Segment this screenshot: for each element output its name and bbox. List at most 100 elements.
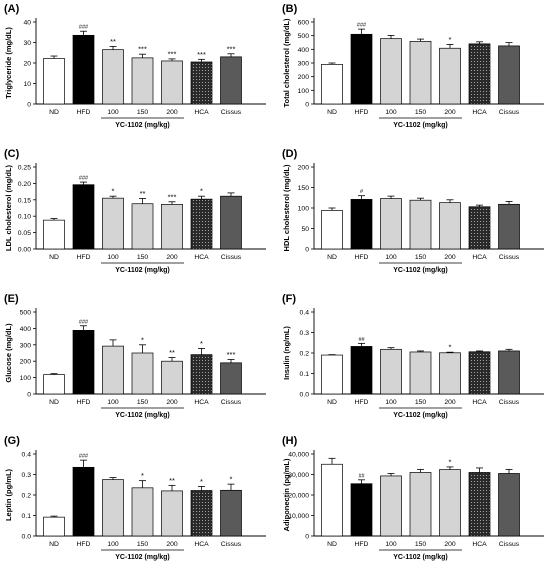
bar bbox=[468, 351, 491, 395]
significance-label: ** bbox=[169, 348, 175, 357]
x-tick-label: 100 bbox=[107, 109, 119, 116]
x-tick-label: HCA bbox=[472, 541, 487, 548]
bar bbox=[102, 49, 124, 105]
x-tick-label: 150 bbox=[137, 399, 149, 406]
significance-label: *** bbox=[197, 50, 206, 59]
significance-label: * bbox=[141, 335, 144, 344]
x-tick-label: Cissus bbox=[499, 254, 520, 261]
significance-label: *** bbox=[168, 49, 177, 58]
y-tick-label: 500 bbox=[298, 33, 310, 40]
significance-label: ### bbox=[79, 454, 89, 460]
y-tick-label: 0.4 bbox=[300, 310, 310, 317]
x-tick-label: 200 bbox=[444, 109, 456, 116]
x-tick-label: 200 bbox=[166, 109, 178, 116]
x-tick-label: 100 bbox=[107, 541, 119, 548]
group-label: YC-1102 (mg/kg) bbox=[115, 554, 169, 561]
y-axis-label: Glucose (mg/dL) bbox=[4, 323, 13, 383]
significance-label: * bbox=[112, 187, 115, 196]
y-axis-label: Insulin (ng/mL) bbox=[282, 326, 291, 380]
significance-label: * bbox=[200, 187, 203, 196]
y-tick-label: 10 bbox=[23, 81, 31, 88]
x-tick-label: HCA bbox=[194, 254, 209, 261]
y-tick-label: 0.4 bbox=[22, 452, 32, 459]
chart-panel: (E) Glucose (mg/dL) 0 100 200 300 400 500 ND ### H… bbox=[4, 293, 266, 419]
y-tick-label: 0.2 bbox=[22, 493, 32, 500]
x-tick-label: HFD bbox=[355, 109, 369, 116]
bar bbox=[72, 184, 95, 250]
bar bbox=[220, 362, 242, 395]
y-axis-label: LDL cholesterol (mg/dL) bbox=[4, 164, 13, 251]
x-tick-label: ND bbox=[327, 541, 337, 548]
chart-panel: (C) LDL cholesterol (mg/dL) 0.00 0.05 0.10 0.… bbox=[4, 148, 266, 274]
bar bbox=[190, 198, 213, 250]
chart-panel: (D) HDL cholesterol (mg/dL) 0 50 100 150 200 ND… bbox=[282, 148, 544, 274]
group-label: YC-1102 (mg/kg) bbox=[115, 412, 169, 419]
bar bbox=[380, 38, 402, 105]
significance-label: ** bbox=[110, 37, 116, 46]
significance-label: *** bbox=[138, 45, 147, 54]
bar bbox=[72, 34, 95, 105]
bar bbox=[72, 330, 95, 395]
significance-label: ## bbox=[358, 473, 365, 479]
bar bbox=[439, 352, 461, 395]
bar bbox=[161, 60, 183, 105]
y-tick-label: 30 bbox=[23, 40, 31, 47]
y-tick-label: 0 bbox=[305, 534, 309, 541]
bar bbox=[498, 473, 520, 537]
bar bbox=[220, 489, 242, 537]
significance-label: ### bbox=[79, 319, 89, 325]
group-label: YC-1102 (mg/kg) bbox=[393, 122, 447, 129]
group-label: YC-1102 (mg/kg) bbox=[115, 122, 169, 129]
significance-label: *** bbox=[227, 44, 236, 53]
bar bbox=[350, 483, 373, 537]
group-label: YC-1102 (mg/kg) bbox=[115, 267, 169, 274]
bar bbox=[321, 64, 343, 105]
x-tick-label: HFD bbox=[77, 541, 91, 548]
y-tick-label: 0.25 bbox=[18, 165, 31, 172]
bar bbox=[220, 56, 242, 105]
x-tick-label: 150 bbox=[137, 254, 149, 261]
x-tick-label: HFD bbox=[355, 541, 369, 548]
y-tick-label: 0 bbox=[305, 102, 309, 109]
y-tick-label: 0.00 bbox=[18, 247, 31, 254]
y-tick-label: 100 bbox=[298, 88, 310, 95]
x-tick-label: HCA bbox=[472, 109, 487, 116]
bar bbox=[161, 360, 183, 395]
bar bbox=[102, 197, 124, 250]
significance-label: *** bbox=[168, 192, 177, 201]
x-tick-label: ND bbox=[327, 109, 337, 116]
y-axis-label: Triglyceride (mg/dL) bbox=[4, 27, 13, 99]
bar bbox=[380, 198, 402, 250]
significance-label: ### bbox=[79, 176, 89, 182]
y-tick-label: 0 bbox=[27, 392, 31, 399]
bar bbox=[409, 199, 432, 250]
bar bbox=[498, 45, 520, 105]
x-tick-label: Cissus bbox=[499, 541, 520, 548]
significance-label: * bbox=[200, 477, 203, 486]
x-tick-label: Cissus bbox=[221, 254, 242, 261]
x-tick-label: HFD bbox=[355, 254, 369, 261]
y-tick-label: 150 bbox=[298, 185, 310, 192]
x-tick-label: HFD bbox=[77, 254, 91, 261]
bar bbox=[131, 203, 154, 250]
bar bbox=[439, 469, 461, 537]
group-label: YC-1102 (mg/kg) bbox=[393, 267, 447, 274]
y-tick-label: 0.10 bbox=[18, 214, 31, 221]
y-tick-label: 0 bbox=[305, 247, 309, 254]
y-tick-label: 0 bbox=[27, 102, 31, 109]
y-tick-label: 0.15 bbox=[18, 197, 31, 204]
panel-label: (C) bbox=[4, 148, 20, 160]
y-tick-label: 20 bbox=[23, 61, 31, 68]
x-tick-label: HFD bbox=[77, 109, 91, 116]
bar bbox=[190, 490, 213, 537]
significance-label: *** bbox=[227, 350, 236, 359]
bar bbox=[161, 204, 183, 250]
bar bbox=[321, 354, 343, 395]
y-tick-label: 600 bbox=[298, 20, 310, 27]
chart-panel: (H) Adiponectin (pg/mL) 0 10,000 20,000 30,00… bbox=[282, 435, 544, 561]
x-tick-label: ND bbox=[49, 399, 59, 406]
bar bbox=[43, 58, 65, 105]
significance-label: ## bbox=[358, 337, 365, 343]
y-tick-label: 0.3 bbox=[300, 330, 310, 337]
